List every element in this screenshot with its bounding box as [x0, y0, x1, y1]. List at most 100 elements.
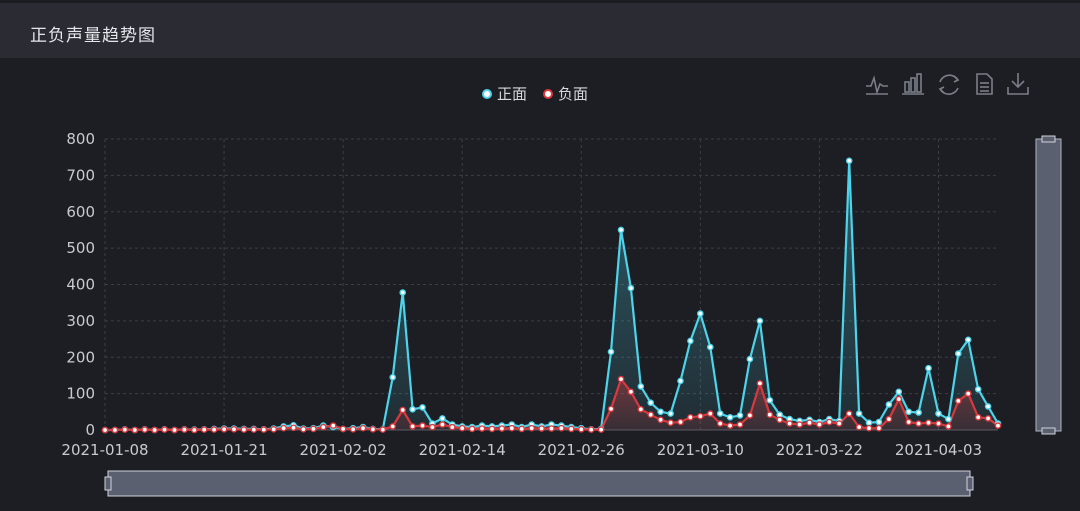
toolbox	[864, 72, 1032, 96]
point-negative	[677, 418, 684, 426]
point-negative	[220, 425, 228, 433]
point-negative	[568, 425, 575, 433]
legend-marker-negative	[543, 89, 553, 99]
point-negative	[230, 425, 238, 433]
point-negative	[597, 426, 605, 433]
point-positive	[756, 317, 764, 325]
point-positive	[399, 289, 407, 296]
point-negative	[339, 425, 347, 433]
point-negative	[974, 413, 982, 421]
x-tick-label: 2021-04-03	[895, 441, 982, 459]
point-negative	[736, 421, 744, 428]
point-negative	[657, 416, 664, 424]
point-negative	[518, 425, 526, 433]
point-negative	[329, 422, 337, 429]
series-area-positive	[105, 160, 998, 431]
point-negative	[875, 424, 883, 432]
horizontal-zoom-handle-left[interactable]	[104, 476, 112, 491]
point-negative	[488, 425, 496, 433]
point-negative	[498, 425, 506, 432]
point-negative	[984, 415, 992, 422]
point-positive	[736, 412, 744, 419]
refresh-icon[interactable]	[936, 72, 962, 96]
point-positive	[885, 401, 893, 408]
point-negative	[826, 418, 833, 426]
point-negative	[300, 425, 307, 433]
x-tick-label: 2021-01-08	[61, 441, 148, 459]
point-negative	[151, 426, 158, 434]
y-tick-label: 600	[66, 203, 95, 221]
point-positive	[647, 399, 655, 407]
point-negative	[845, 410, 853, 417]
point-negative	[786, 420, 793, 427]
point-negative	[101, 426, 109, 434]
vertical-zoom[interactable]	[1035, 135, 1062, 435]
download-icon[interactable]	[1006, 72, 1032, 96]
point-positive	[746, 355, 754, 363]
point-negative	[200, 426, 208, 433]
y-tick-label: 0	[85, 421, 95, 439]
panel-header: 正负声量趋势图	[0, 0, 1080, 58]
point-positive	[726, 413, 734, 421]
point-negative	[399, 406, 407, 414]
point-negative	[945, 423, 952, 430]
point-positive	[419, 404, 426, 411]
vertical-zoom-window[interactable]	[1035, 138, 1062, 432]
point-negative	[726, 422, 734, 429]
point-negative	[111, 426, 119, 434]
point-negative	[280, 424, 287, 432]
y-axis: 800 700 600 500 400 300 200 100 0	[66, 130, 95, 439]
point-negative	[766, 411, 774, 419]
horizontal-zoom-window[interactable]	[107, 470, 971, 497]
point-negative	[458, 424, 466, 432]
point-negative	[964, 390, 972, 397]
point-negative	[816, 421, 823, 428]
point-negative	[240, 426, 248, 433]
horizontal-zoom[interactable]	[104, 470, 974, 497]
horizontal-zoom-handle-right[interactable]	[966, 476, 974, 491]
point-positive	[895, 388, 903, 396]
point-negative	[895, 395, 903, 403]
point-negative	[835, 420, 843, 427]
y-tick-label: 100	[66, 385, 95, 403]
point-negative	[796, 421, 803, 428]
point-negative	[369, 425, 377, 433]
point-negative	[359, 424, 367, 432]
bar-chart-icon[interactable]	[900, 72, 926, 96]
point-negative	[190, 426, 198, 434]
point-positive	[657, 408, 664, 416]
point-negative	[270, 425, 278, 433]
y-tick-label: 800	[66, 130, 95, 148]
line-chart-icon[interactable]	[864, 72, 890, 96]
point-negative	[448, 423, 456, 431]
point-positive	[974, 385, 982, 393]
point-negative	[508, 424, 516, 432]
legend-item-positive[interactable]: 正面	[482, 85, 527, 103]
point-negative	[181, 426, 188, 433]
vertical-zoom-handle-bottom[interactable]	[1041, 427, 1056, 435]
point-negative	[617, 375, 625, 383]
point-negative	[389, 423, 397, 430]
point-negative	[578, 425, 585, 433]
grid-lines	[104, 138, 998, 431]
point-negative	[707, 410, 714, 417]
point-negative	[419, 422, 426, 429]
point-negative	[121, 426, 129, 433]
point-negative	[310, 425, 317, 433]
series-lines	[105, 159, 999, 432]
y-tick-label: 500	[66, 239, 95, 257]
point-positive	[439, 415, 446, 422]
point-positive	[697, 310, 704, 317]
x-axis: 2021-01-08 2021-01-21 2021-02-02 2021-02-14…	[61, 429, 998, 459]
point-negative	[756, 380, 764, 387]
legend-item-negative[interactable]: 负面	[543, 85, 588, 103]
point-negative	[806, 419, 813, 427]
point-positive	[984, 403, 992, 410]
point-negative	[260, 426, 268, 433]
point-negative	[171, 426, 178, 434]
vertical-zoom-handle-top[interactable]	[1041, 135, 1056, 143]
data-view-icon[interactable]	[972, 72, 998, 96]
point-positive	[677, 377, 684, 385]
point-negative	[290, 424, 297, 432]
point-positive	[409, 405, 416, 413]
